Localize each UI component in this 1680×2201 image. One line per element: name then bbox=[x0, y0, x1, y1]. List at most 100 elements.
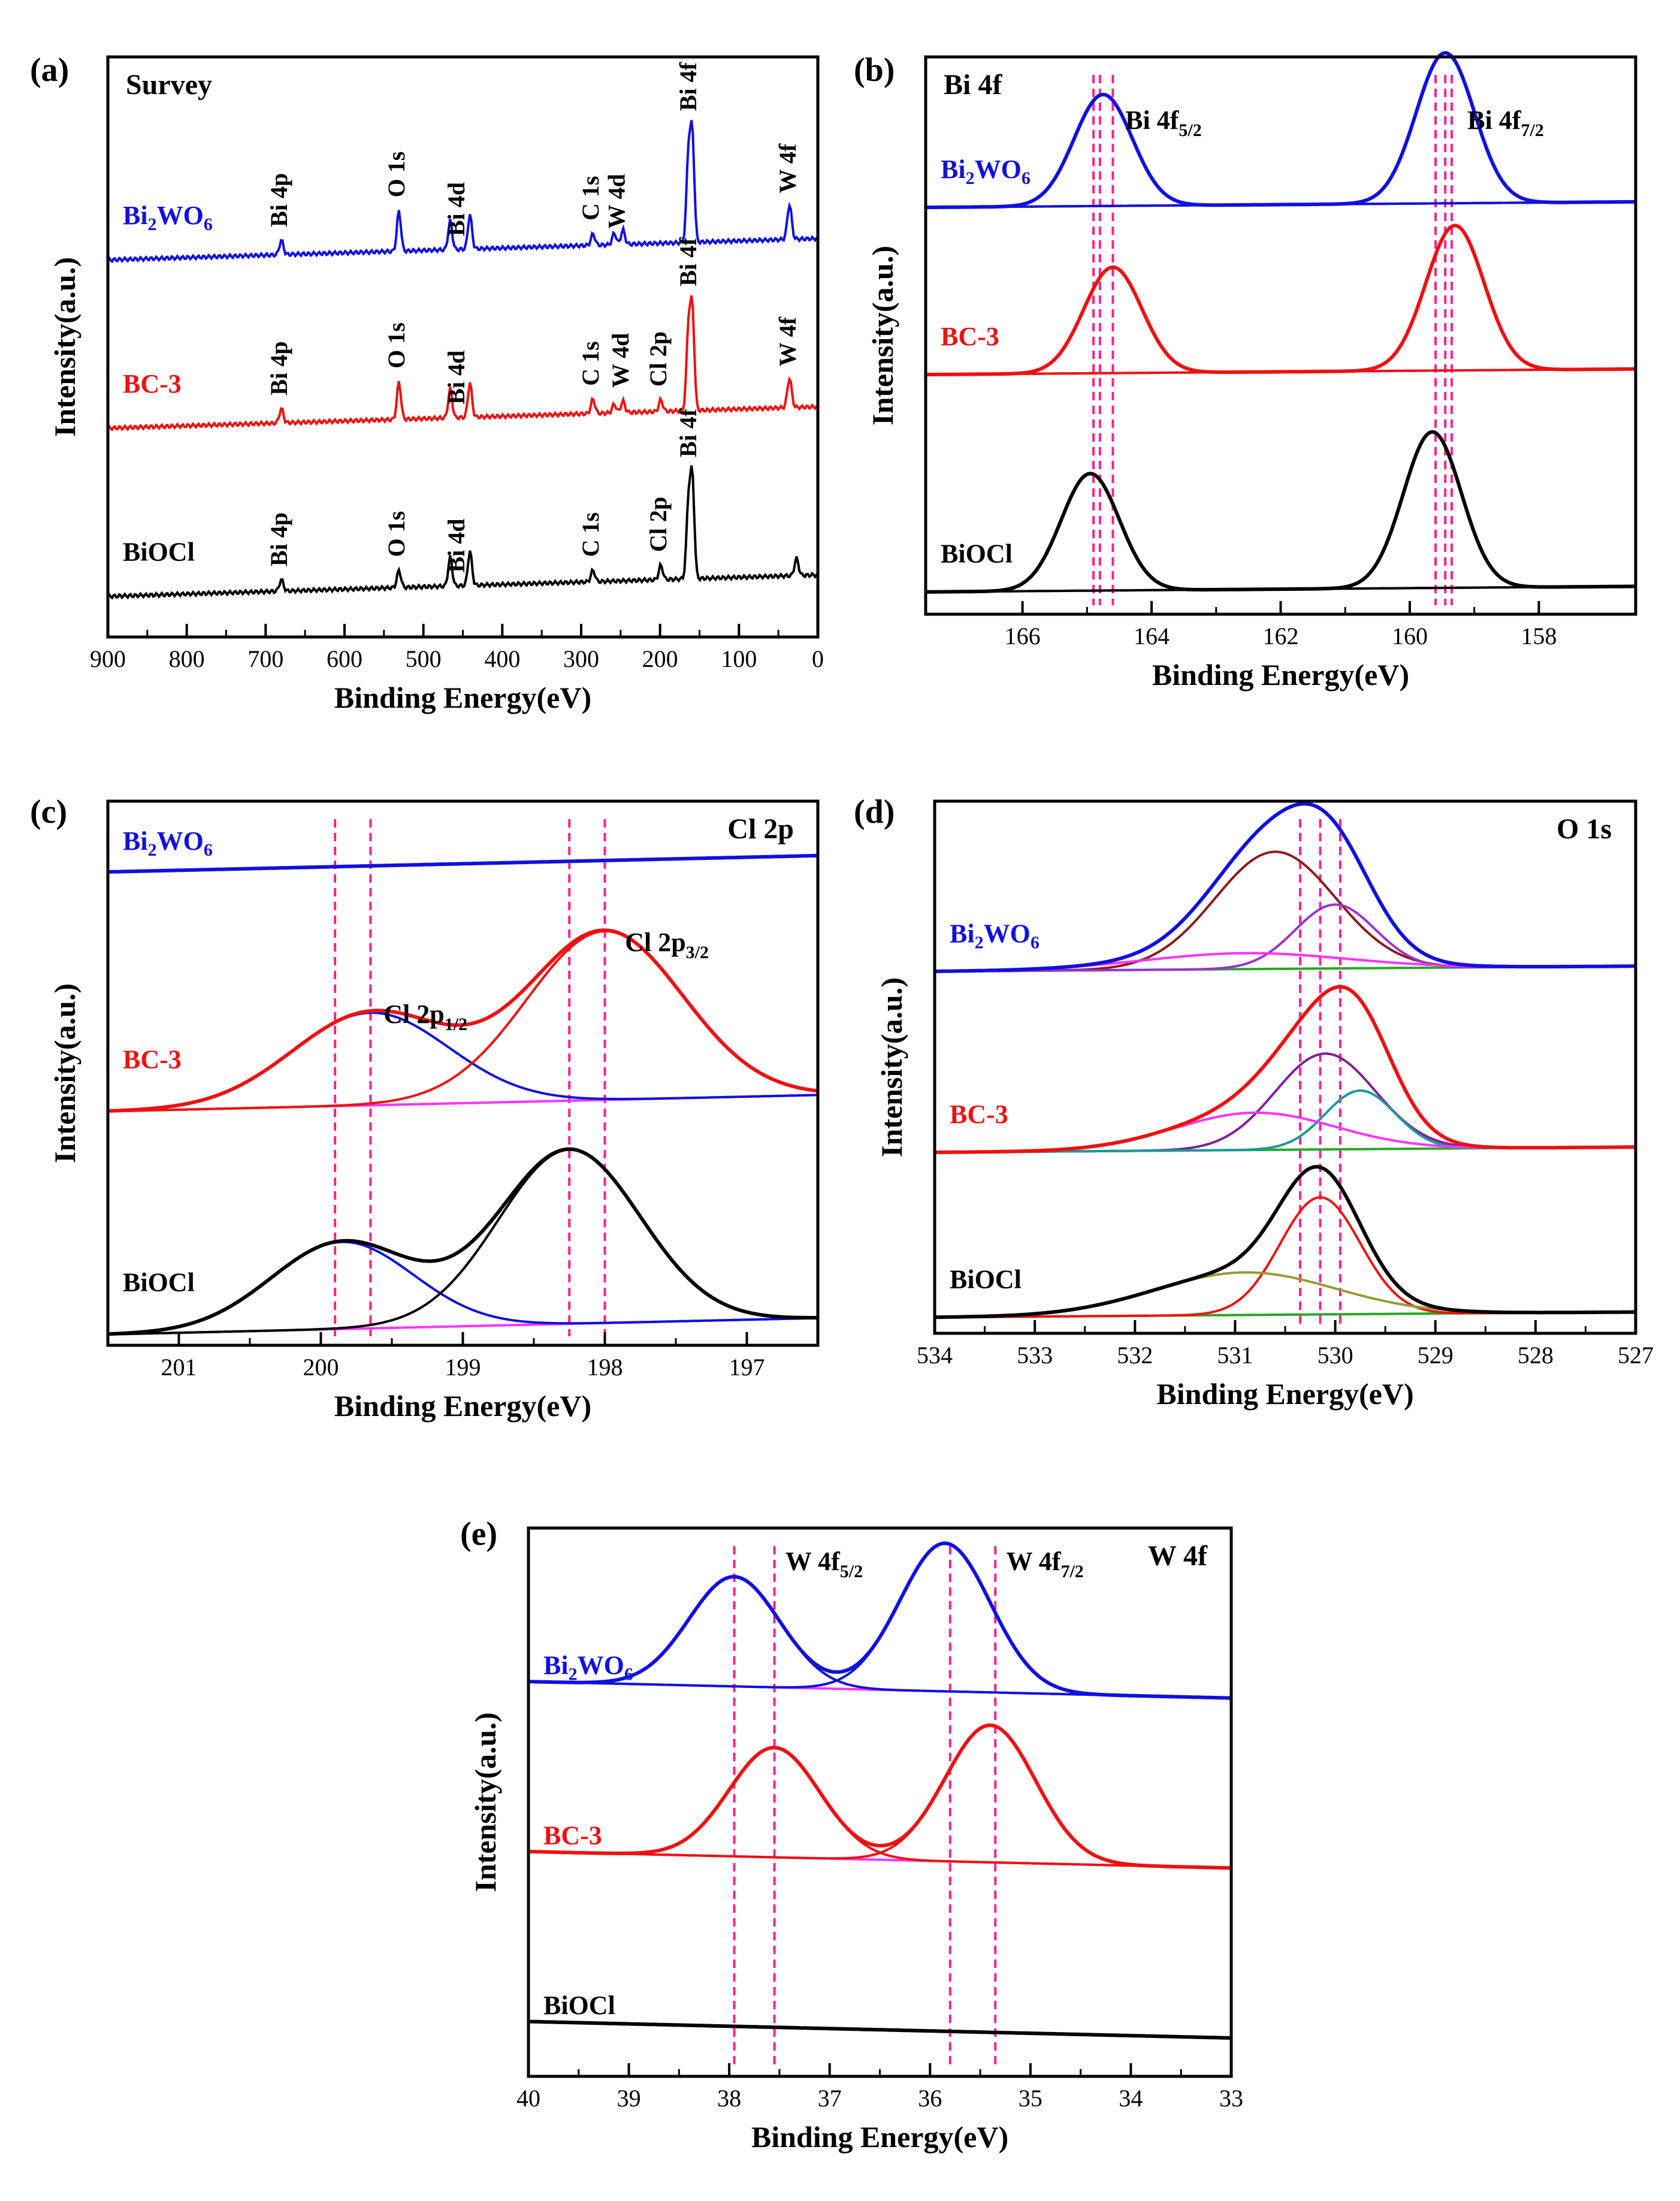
fit-component bbox=[935, 1052, 1636, 1154]
series-label: Bi2WO6 bbox=[543, 1651, 633, 1684]
series-label: BiOCl bbox=[543, 1991, 615, 2020]
spectrum-line bbox=[107, 928, 818, 1113]
panel-label: (b) bbox=[854, 52, 895, 89]
x-tick-label: 200 bbox=[303, 1354, 339, 1381]
x-tick-label: 700 bbox=[247, 645, 283, 672]
x-tick-label: 529 bbox=[1418, 1342, 1454, 1369]
panel-title: Survey bbox=[126, 69, 212, 101]
peak-annotation: Bi 4p bbox=[265, 173, 292, 227]
x-tick-label: 500 bbox=[406, 645, 442, 672]
series-bi2wo6: Bi2WO6 bbox=[926, 51, 1636, 210]
series-bi2wo6: Bi2WO6 bbox=[108, 826, 818, 874]
x-tick-label: 38 bbox=[717, 2085, 741, 2112]
spectrum-line bbox=[926, 224, 1636, 377]
series-bi2wo6: Bi2WO6 bbox=[528, 1541, 1232, 1700]
peak-annotation: W 4d bbox=[603, 174, 630, 229]
fit-component bbox=[926, 224, 1636, 376]
x-tick-label: 532 bbox=[1117, 1342, 1153, 1369]
peak-annotation: Cl 2p3/2 bbox=[625, 928, 709, 962]
panel-b: (b) Bi 4f Bi2WO6 BC-3 BiOCl Bi 4f5/2 Bi 4f7/2 1… bbox=[854, 51, 1637, 692]
x-tick-label: 34 bbox=[1119, 2085, 1143, 2112]
x-tick-label: 400 bbox=[484, 645, 520, 672]
spectrum-line bbox=[108, 853, 818, 874]
series-label: BC-3 bbox=[941, 322, 999, 351]
x-axis-label: Binding Energy(eV) bbox=[1152, 658, 1409, 692]
series-label: Bi2WO6 bbox=[123, 201, 213, 234]
fit-component bbox=[934, 903, 1636, 973]
panel-title: W 4f bbox=[1148, 1540, 1208, 1572]
x-tick-label: 36 bbox=[918, 2085, 942, 2112]
y-axis-label: Intensity(a.u.) bbox=[875, 977, 908, 1157]
x-tick-label: 33 bbox=[1219, 2085, 1243, 2112]
peak-annotation: Bi 4d bbox=[443, 182, 470, 236]
peak-annotation: W 4f bbox=[774, 143, 801, 193]
series-label: Bi2WO6 bbox=[123, 826, 213, 860]
series-label: BiOCl bbox=[950, 1264, 1022, 1294]
spectrum-line bbox=[934, 1165, 1636, 1320]
series-label: BC-3 bbox=[123, 369, 182, 398]
x-tick-label: 100 bbox=[721, 645, 757, 672]
panel-title: O 1s bbox=[1557, 813, 1612, 845]
x-axis-label: Binding Energy(eV) bbox=[1156, 1377, 1413, 1411]
series-label: BC-3 bbox=[123, 1044, 182, 1074]
x-tick-label: 35 bbox=[1019, 2085, 1043, 2112]
panel-title: Cl 2p bbox=[727, 813, 794, 845]
panel-label: (d) bbox=[854, 793, 895, 831]
plot-frame bbox=[924, 55, 1637, 616]
fit-component bbox=[926, 93, 1636, 209]
series-label: Bi2WO6 bbox=[950, 919, 1040, 952]
peak-annotation: Cl 2p bbox=[645, 331, 672, 387]
series-label: BiOCl bbox=[123, 538, 195, 567]
peak-annotation: Bi 4p bbox=[265, 512, 292, 566]
panel-c: (c) Cl 2p Bi2WO6 BC-3 BiOCl Cl 2p1/2 Cl 2p3/2 2… bbox=[30, 793, 820, 1423]
x-tick-label: 0 bbox=[812, 645, 824, 672]
series-bi2wo6: Bi2WO6 Bi 4p O 1s Bi 4d C 1sW 4d Bi 4f W 4f bbox=[107, 62, 819, 264]
spectrum-line bbox=[107, 120, 819, 264]
x-tick-label: 160 bbox=[1392, 623, 1428, 650]
y-axis-label: Intensity(a.u.) bbox=[48, 983, 81, 1163]
peak-annotation: W 4f7/2 bbox=[1007, 1547, 1084, 1581]
x-axis-label: Binding Energy(eV) bbox=[751, 2120, 1008, 2154]
x-tick-label: 531 bbox=[1217, 1342, 1253, 1369]
x-tick-label: 534 bbox=[917, 1342, 953, 1369]
series-bc-3: BC-3 Bi 4p O 1s Bi 4d C 1s W 4d Cl 2p Bi 4f W 4f bbox=[107, 237, 819, 432]
series-label: BiOCl bbox=[941, 539, 1013, 569]
y-axis-label: Intensity(a.u.) bbox=[48, 257, 81, 437]
peak-annotation: Cl 2p1/2 bbox=[383, 1000, 467, 1034]
spectrum-line bbox=[935, 802, 1636, 973]
plot-frame bbox=[106, 799, 820, 1347]
x-axis-label: Binding Energy(eV) bbox=[334, 1389, 591, 1423]
series-bi2wo6: Bi2WO6 bbox=[934, 802, 1636, 973]
spectrum-line bbox=[107, 295, 819, 432]
x-tick-label: 527 bbox=[1618, 1342, 1654, 1369]
series-bc-3: BC-3 bbox=[926, 224, 1636, 377]
peak-annotation: Bi 4p bbox=[265, 342, 292, 395]
x-tick-label: 164 bbox=[1134, 623, 1170, 650]
x-axis-label: Binding Energy(eV) bbox=[334, 681, 591, 714]
spectrum-line bbox=[528, 1541, 1231, 1700]
y-axis-label: Intensity(a.u.) bbox=[866, 246, 899, 425]
peak-annotation: Bi 4f5/2 bbox=[1125, 105, 1202, 140]
x-tick-label: 197 bbox=[729, 1354, 765, 1381]
spectrum-line bbox=[934, 985, 1636, 1155]
x-tick-label: 162 bbox=[1263, 623, 1299, 650]
spectrum-line bbox=[107, 465, 819, 600]
fit-component bbox=[107, 1240, 818, 1336]
peak-annotation: W 4d bbox=[607, 333, 634, 388]
x-tick-label: 533 bbox=[1017, 1342, 1053, 1369]
fit-component bbox=[926, 430, 1636, 593]
y-axis-label: Intensity(a.u.) bbox=[469, 1712, 502, 1892]
panel-d: (d) O 1s Bi2WO6 BC-3 BiOCl 534 533 532 531 530 529… bbox=[854, 793, 1654, 1411]
series-label: Bi2WO6 bbox=[941, 155, 1031, 188]
peak-annotation: Cl 2p bbox=[645, 497, 672, 552]
panel-label: (c) bbox=[30, 793, 67, 831]
series-label: BiOCl bbox=[123, 1268, 195, 1297]
x-tick-label: 900 bbox=[90, 645, 126, 672]
x-tick-label: 37 bbox=[818, 2085, 842, 2112]
spectrum-line bbox=[528, 1723, 1232, 1870]
x-tick-label: 40 bbox=[516, 2085, 540, 2112]
panel-label: (e) bbox=[460, 1515, 497, 1553]
series-biocl: BiOCl Bi 4p O 1s Bi 4d C 1s Cl 2p Bi 4f bbox=[107, 408, 819, 600]
